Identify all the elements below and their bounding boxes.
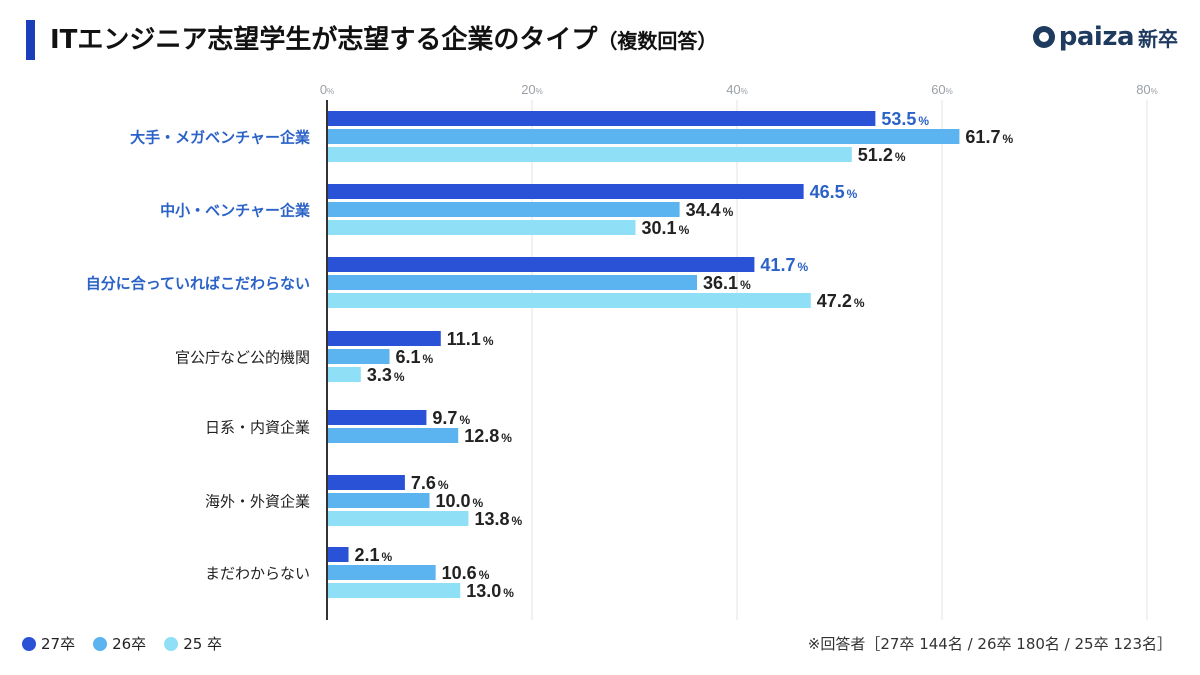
legend-label-25: 25 卒 [183,635,223,653]
x-tick-label-20: 20% [521,82,543,97]
bar-26-0 [328,129,960,144]
value-label-27-4: 9.7% [432,408,470,428]
legend: 27卒 26卒 25 卒 [22,633,222,654]
category-label-4: 日系・内資企業 [205,419,310,437]
bar-27-2 [328,257,755,272]
legend-item-25: 25 卒 [164,633,222,654]
value-label-26-6: 10.6% [442,563,490,583]
category-label-5: 海外・外資企業 [205,493,310,511]
logo-suffix: 新卒 [1138,26,1178,51]
x-tick-label-80: 80% [1136,82,1158,97]
legend-dot-27 [22,636,36,651]
bar-27-3 [328,331,441,346]
bar-25-6 [328,583,461,598]
value-label-26-3: 6.1% [396,347,434,367]
bar-25-5 [328,511,469,526]
bar-27-6 [328,547,349,562]
bar-25-0 [328,147,852,162]
value-label-26-1: 34.4% [686,200,734,220]
category-label-1: 中小・ベンチャー企業 [160,202,311,220]
value-label-25-6: 13.0% [466,581,514,601]
value-label-27-2: 41.7% [760,255,808,275]
bar-25-3 [328,367,361,382]
legend-item-27: 27卒 [22,633,75,654]
x-tick-label-0: 0% [320,82,334,97]
value-label-25-0: 51.2% [858,145,906,165]
category-label-2: 自分に合っていればこだわらない [86,275,310,293]
value-label-26-5: 10.0% [436,491,484,511]
value-label-27-6: 2.1% [355,545,393,565]
x-tick-label-40: 40% [726,82,748,97]
paiza-logo: paiza 新卒 [1032,22,1178,52]
chart-title-suffix: （複数回答） [597,29,718,53]
value-label-27-5: 7.6% [411,473,449,493]
legend-dot-25 [164,636,179,651]
chart-title-main: ITエンジニア志望学生が志望する企業のタイプ [50,25,598,55]
legend-dot-26 [93,636,108,651]
legend-label-27: 27卒 [41,635,76,653]
value-label-25-2: 47.2% [817,291,865,311]
value-label-26-2: 36.1% [703,273,751,293]
chart-title: ITエンジニア志望学生が志望する企業のタイプ（複数回答） [50,20,717,61]
logo-name: paiza [1058,22,1135,52]
value-label-27-0: 53.5% [881,109,929,129]
title-accent-bar [26,20,35,60]
bar-27-1 [328,184,804,199]
legend-item-26: 26卒 [93,633,146,654]
bar-25-1 [328,220,636,235]
bar-27-5 [328,475,405,490]
bar-26-5 [328,493,430,508]
value-label-25-3: 3.3% [367,365,405,385]
value-label-25-5: 13.8% [474,509,522,529]
value-label-27-1: 46.5% [810,182,858,202]
bar-27-0 [328,111,876,126]
bar-25-2 [328,293,811,308]
paiza-logo-icon [1032,26,1055,48]
respondents-note: ※回答者［27卒 144名 / 26卒 180名 / 25卒 123名］ [807,635,1172,653]
bar-26-6 [328,565,436,580]
category-label-0: 大手・メガベンチャー企業 [130,129,311,147]
value-label-26-0: 61.7% [965,127,1013,147]
bar-26-1 [328,202,680,217]
value-label-26-4: 12.8% [464,426,512,446]
bar-26-3 [328,349,390,364]
bar-27-4 [328,410,427,425]
value-label-25-1: 30.1% [642,218,690,238]
x-tick-label-60: 60% [931,82,953,97]
value-label-27-3: 11.1% [447,329,494,349]
category-label-3: 官公庁など公的機関 [175,349,310,367]
legend-label-26: 26卒 [112,635,147,653]
category-label-6: まだわからない [205,565,310,583]
bar-26-2 [328,275,698,290]
bar-26-4 [328,428,459,443]
